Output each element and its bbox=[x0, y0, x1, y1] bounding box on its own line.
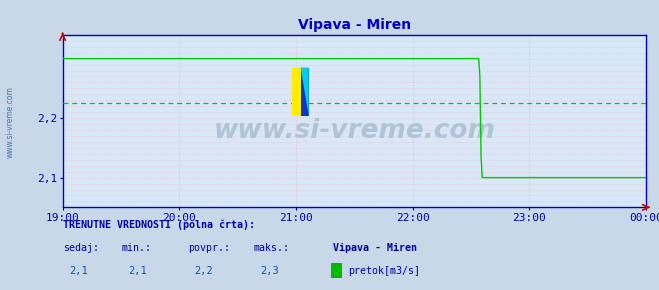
Text: www.si-vreme.com: www.si-vreme.com bbox=[214, 118, 495, 144]
Text: pretok[m3/s]: pretok[m3/s] bbox=[348, 266, 420, 276]
Text: 2,3: 2,3 bbox=[260, 266, 279, 276]
Title: Vipava - Miren: Vipava - Miren bbox=[298, 18, 411, 32]
Text: 2,1: 2,1 bbox=[69, 266, 88, 276]
Text: Vipava - Miren: Vipava - Miren bbox=[333, 243, 416, 253]
Text: maks.:: maks.: bbox=[254, 243, 290, 253]
Bar bbox=[301, 68, 308, 116]
Text: TRENUTNE VREDNOSTI (polna črta):: TRENUTNE VREDNOSTI (polna črta): bbox=[63, 219, 254, 230]
Bar bbox=[293, 68, 301, 116]
Text: sedaj:: sedaj: bbox=[63, 243, 99, 253]
Text: 2,2: 2,2 bbox=[194, 266, 213, 276]
Text: min.:: min.: bbox=[122, 243, 152, 253]
Text: povpr.:: povpr.: bbox=[188, 243, 230, 253]
Polygon shape bbox=[301, 68, 308, 116]
Text: www.si-vreme.com: www.si-vreme.com bbox=[5, 86, 14, 158]
Text: 2,1: 2,1 bbox=[129, 266, 147, 276]
